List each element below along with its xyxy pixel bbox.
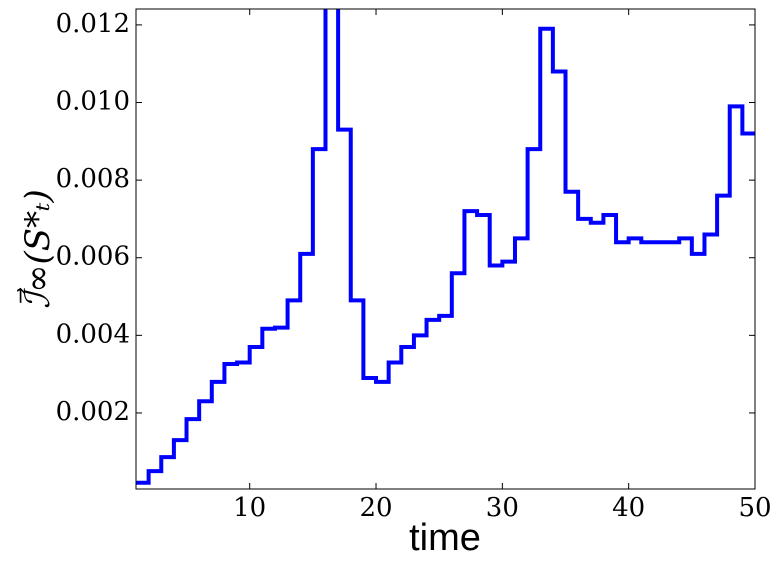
y-tick-label: 0.004 — [56, 319, 130, 349]
plot-frame — [135, 8, 756, 490]
x-tick-label: 40 — [612, 493, 645, 523]
y-tick-label: 0.006 — [56, 242, 130, 272]
x-axis-label: time — [409, 517, 481, 559]
data-line — [136, 9, 755, 485]
y-tick-label: 0.010 — [56, 87, 130, 117]
y-tick-label: 0.012 — [56, 9, 130, 39]
y-tick-label: 0.008 — [56, 164, 130, 194]
y-axis-label: ℐ⃗∞(S*ₜ) — [17, 189, 58, 309]
x-tick-label: 10 — [233, 493, 266, 523]
x-tick-label: 50 — [738, 493, 771, 523]
x-tick-label: 30 — [486, 493, 519, 523]
x-tick-label: 20 — [359, 493, 392, 523]
y-tick-label: 0.002 — [56, 397, 130, 427]
